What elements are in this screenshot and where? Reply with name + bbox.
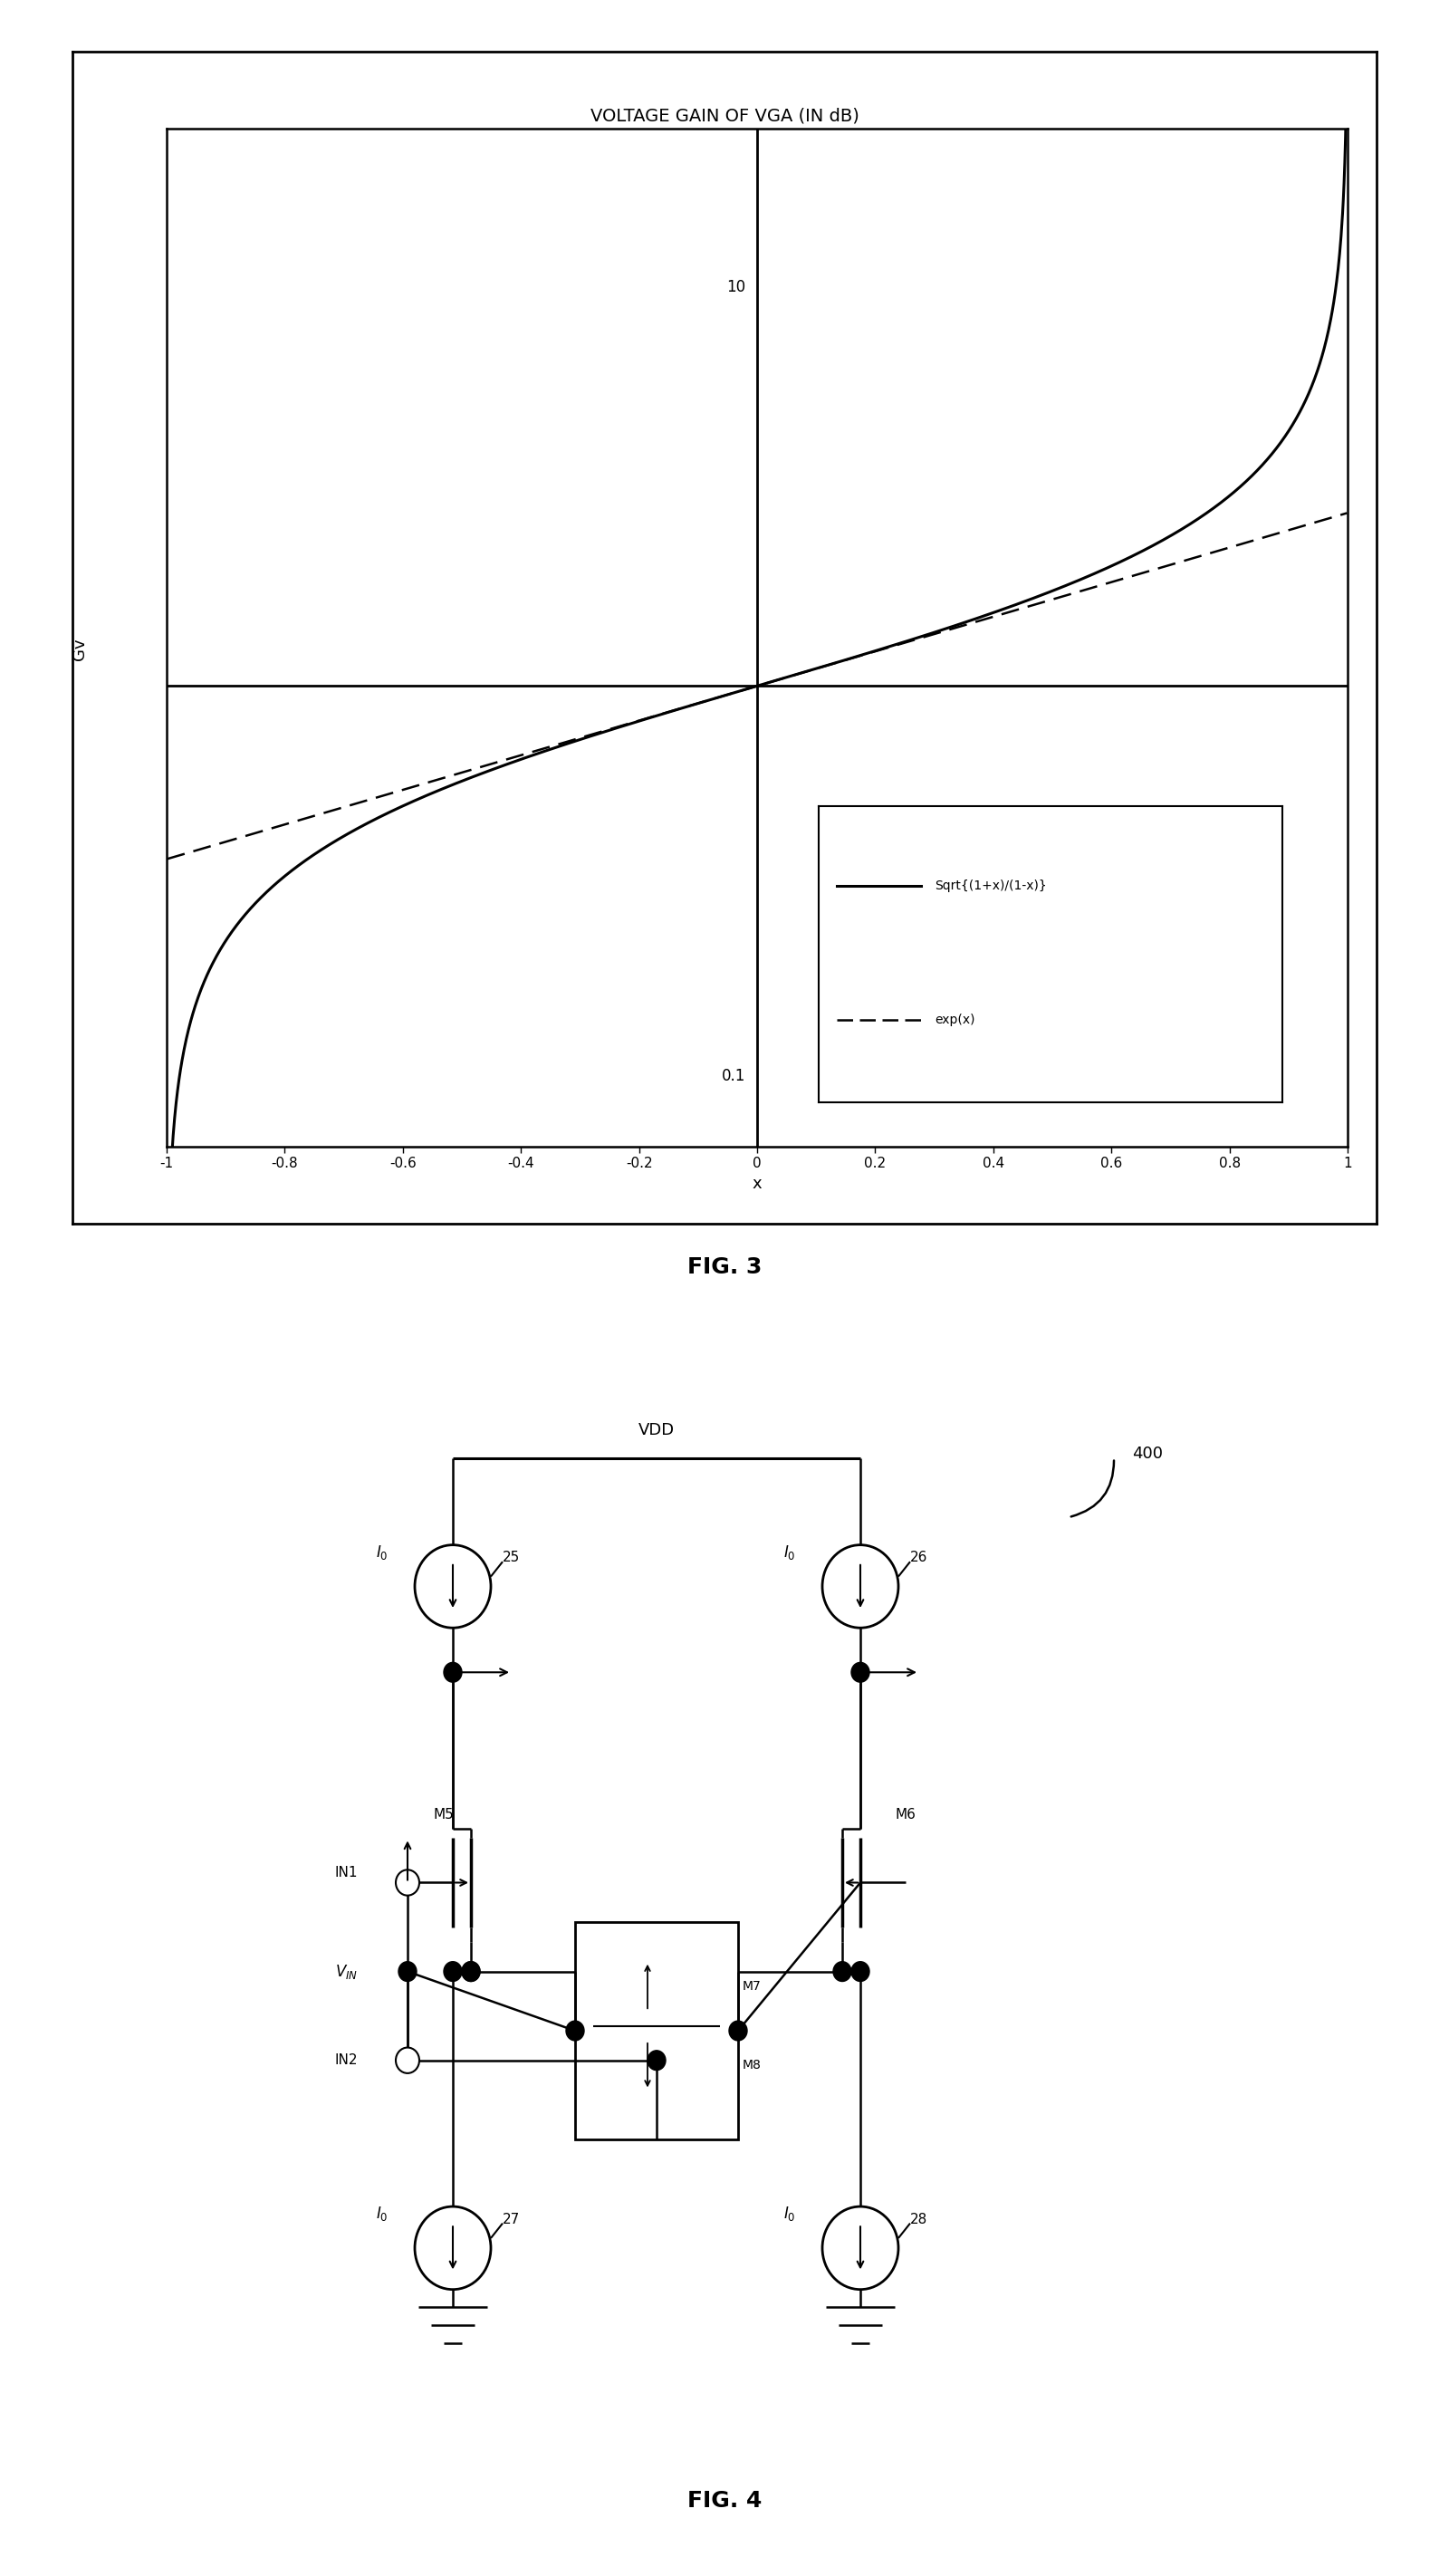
Text: 10: 10	[726, 278, 745, 296]
Circle shape	[567, 2020, 584, 2040]
Circle shape	[443, 1662, 462, 1682]
Circle shape	[396, 2048, 419, 2074]
Text: IN2: IN2	[335, 2053, 358, 2066]
Circle shape	[823, 2208, 898, 2290]
Text: $I_0$: $I_0$	[375, 2205, 388, 2223]
Text: M7: M7	[743, 1981, 761, 1994]
Text: M5: M5	[433, 1808, 454, 1821]
Text: 27: 27	[503, 2213, 520, 2226]
Bar	[575, 1922, 738, 2138]
Text: exp(x): exp(x)	[935, 1012, 975, 1025]
Circle shape	[852, 1963, 869, 1981]
Circle shape	[729, 2020, 748, 2040]
Circle shape	[648, 2050, 665, 2071]
Text: 28: 28	[910, 2213, 927, 2226]
Circle shape	[852, 1662, 869, 1682]
Text: 26: 26	[910, 1551, 927, 1564]
Circle shape	[462, 1963, 480, 1981]
Circle shape	[414, 1546, 491, 1628]
Text: VDD: VDD	[639, 1422, 675, 1437]
Text: M8: M8	[743, 2058, 762, 2071]
Text: $V_{IN}$: $V_{IN}$	[335, 1963, 358, 1981]
Text: $I_0$: $I_0$	[375, 1543, 388, 1561]
Text: 0.1: 0.1	[722, 1069, 745, 1084]
Text: $I_0$: $I_0$	[784, 2205, 796, 2223]
Circle shape	[396, 1870, 419, 1896]
Text: Sqrt{(1+x)/(1-x)}: Sqrt{(1+x)/(1-x)}	[935, 881, 1046, 894]
Text: VOLTAGE GAIN OF VGA (IN dB): VOLTAGE GAIN OF VGA (IN dB)	[590, 108, 859, 124]
Circle shape	[443, 1963, 462, 1981]
X-axis label: x: x	[752, 1175, 762, 1193]
Circle shape	[823, 1546, 898, 1628]
Text: FIG. 3: FIG. 3	[687, 1257, 762, 1278]
Text: FIG. 4: FIG. 4	[687, 2491, 762, 2512]
Circle shape	[833, 1963, 852, 1981]
Text: Gv: Gv	[71, 639, 88, 659]
Circle shape	[414, 2208, 491, 2290]
Text: IN1: IN1	[335, 1865, 358, 1880]
Text: M6: M6	[895, 1808, 916, 1821]
Circle shape	[398, 1963, 417, 1981]
Text: 25: 25	[503, 1551, 520, 1564]
Circle shape	[462, 1963, 480, 1981]
Text: $I_0$: $I_0$	[784, 1543, 796, 1561]
Text: 400: 400	[1132, 1445, 1162, 1461]
